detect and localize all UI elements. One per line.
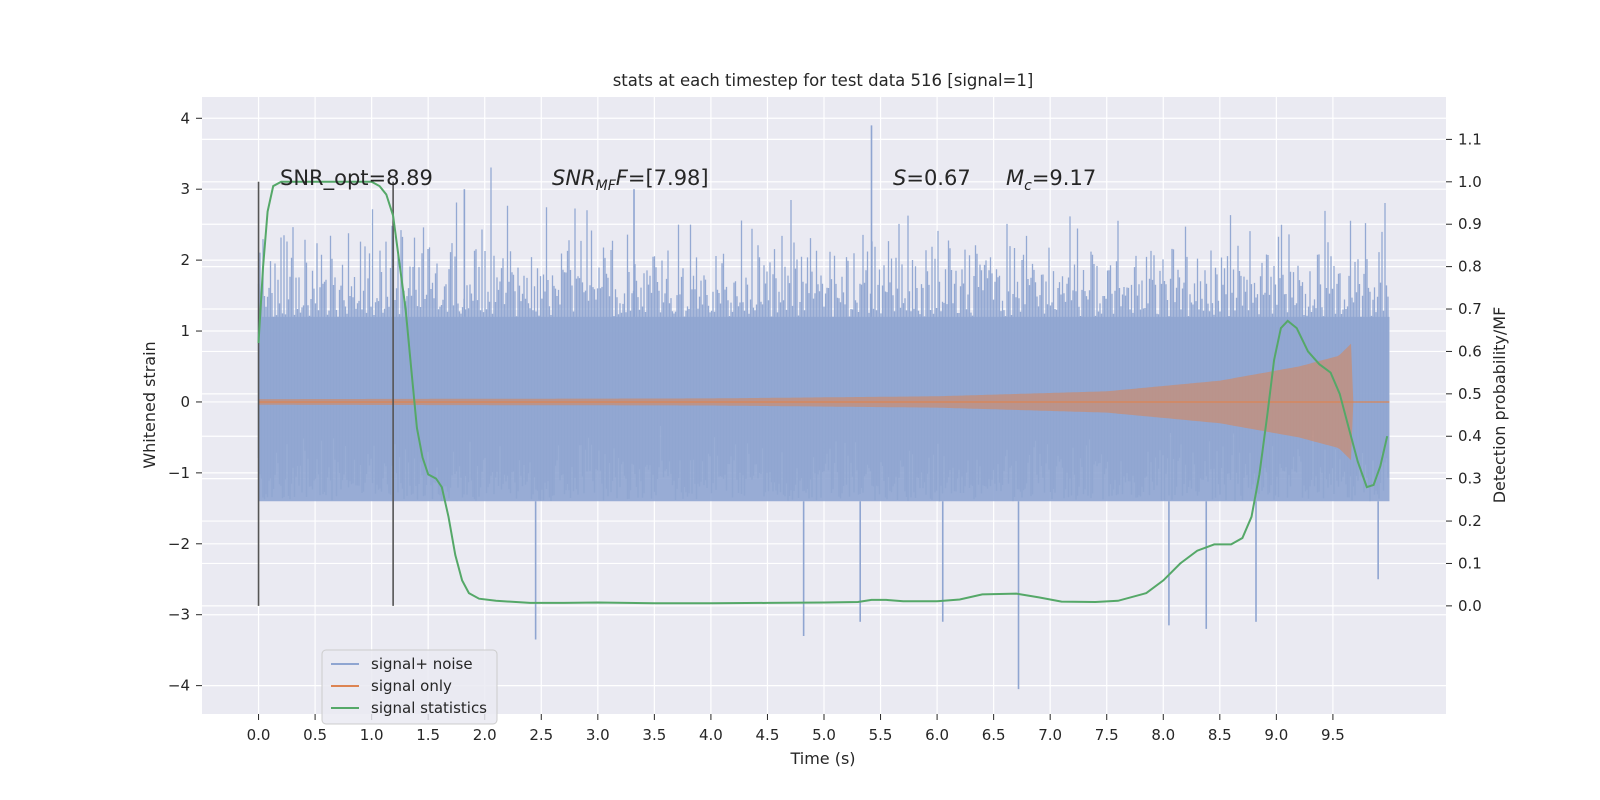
y-tick-label: 4 <box>180 109 190 127</box>
y-tick-label: 2 <box>180 251 190 269</box>
x-tick-label: 0.0 <box>247 726 271 744</box>
y-tick-label: 3 <box>180 180 190 198</box>
y2-tick-label: 0.9 <box>1458 215 1482 233</box>
x-tick-label: 8.5 <box>1208 726 1232 744</box>
x-tick-label: 0.5 <box>303 726 327 744</box>
legend-label-signal-statistics: signal statistics <box>371 699 487 717</box>
s-symbol: S <box>893 166 906 190</box>
x-tick-label: 1.0 <box>360 726 384 744</box>
x-tick-label: 3.5 <box>642 726 666 744</box>
snr-mf-symbol: SNR <box>552 166 596 190</box>
y-tick-label: −2 <box>168 535 190 553</box>
y2-axis-label: Detection probability/MF <box>1490 307 1509 504</box>
x-tick-label: 3.0 <box>586 726 610 744</box>
x-tick-label: 7.0 <box>1038 726 1062 744</box>
y-tick-label: −4 <box>168 677 190 695</box>
x-tick-label: 2.0 <box>473 726 497 744</box>
mc-value: =9.17 <box>1032 166 1096 190</box>
ticks: 0.0 0.5 1.0 1.5 2.0 2.5 3.0 3.5 4.0 4.5 5.0 5.5 6.0 6… <box>168 109 1482 744</box>
x-tick-label: 9.0 <box>1264 726 1288 744</box>
legend: signal+ noise signal only signal statist… <box>321 649 498 725</box>
snr-mf-subscript: MF <box>596 178 617 194</box>
snr-mf-f: F <box>616 166 629 190</box>
legend-label-signal-only: signal only <box>371 677 452 695</box>
legend-box <box>321 649 498 725</box>
y2-tick-label: 0.4 <box>1458 427 1482 445</box>
y-tick-label: 1 <box>180 322 190 340</box>
series-signal-only <box>258 343 1390 461</box>
x-tick-label: 6.0 <box>925 726 949 744</box>
x-tick-label: 7.5 <box>1095 726 1119 744</box>
chart-title: stats at each timestep for test data 516… <box>613 71 1034 90</box>
y2-tick-label: 0.8 <box>1458 258 1482 276</box>
snr-mf-value: =[7.98] <box>628 166 709 190</box>
x-tick-label: 9.5 <box>1321 726 1345 744</box>
series-signal-statistics-line <box>257 180 1389 605</box>
y2-tick-label: 0.1 <box>1458 554 1482 572</box>
legend-label-signal-noise: signal+ noise <box>371 655 473 673</box>
annotations: SNR_opt=8.89 SNRMFF=[7.98] S=0.67 Mc=9.1… <box>280 166 1096 194</box>
x-tick-label: 5.5 <box>869 726 893 744</box>
x-tick-label: 5.0 <box>812 726 836 744</box>
mc-symbol: M <box>1006 166 1024 190</box>
x-axis-label: Time (s) <box>789 749 855 768</box>
x-tick-label: 1.5 <box>416 726 440 744</box>
s-value: =0.67 <box>906 166 970 190</box>
x-tick-label: 8.0 <box>1151 726 1175 744</box>
x-tick-label: 6.5 <box>982 726 1006 744</box>
y2-tick-label: 0.5 <box>1458 385 1482 403</box>
y-tick-label: −1 <box>168 464 190 482</box>
y-axis-label: Whitened strain <box>140 341 159 468</box>
y2-tick-label: 1.1 <box>1458 130 1482 148</box>
y-tick-label: 0 <box>180 393 190 411</box>
y2-tick-label: 0.7 <box>1458 300 1482 318</box>
x-tick-label: 4.5 <box>756 726 780 744</box>
s-annotation: S=0.67 <box>893 166 971 190</box>
y2-tick-label: 0.6 <box>1458 342 1482 360</box>
x-tick-label: 2.5 <box>529 726 553 744</box>
x-tick-label: 4.0 <box>699 726 723 744</box>
y2-tick-label: 0.3 <box>1458 470 1482 488</box>
y2-tick-label: 0.2 <box>1458 512 1482 530</box>
snr-opt-annotation: SNR_opt=8.89 <box>280 166 433 191</box>
y-tick-label: −3 <box>168 606 190 624</box>
mc-annotation: Mc=9.17 <box>1006 166 1096 194</box>
mc-subscript: c <box>1024 178 1032 194</box>
snr-mf-annotation: SNRMFF=[7.98] <box>552 166 709 194</box>
y2-tick-label: 0.0 <box>1458 597 1482 615</box>
y2-tick-label: 1.0 <box>1458 173 1482 191</box>
plot-content <box>257 125 1390 690</box>
